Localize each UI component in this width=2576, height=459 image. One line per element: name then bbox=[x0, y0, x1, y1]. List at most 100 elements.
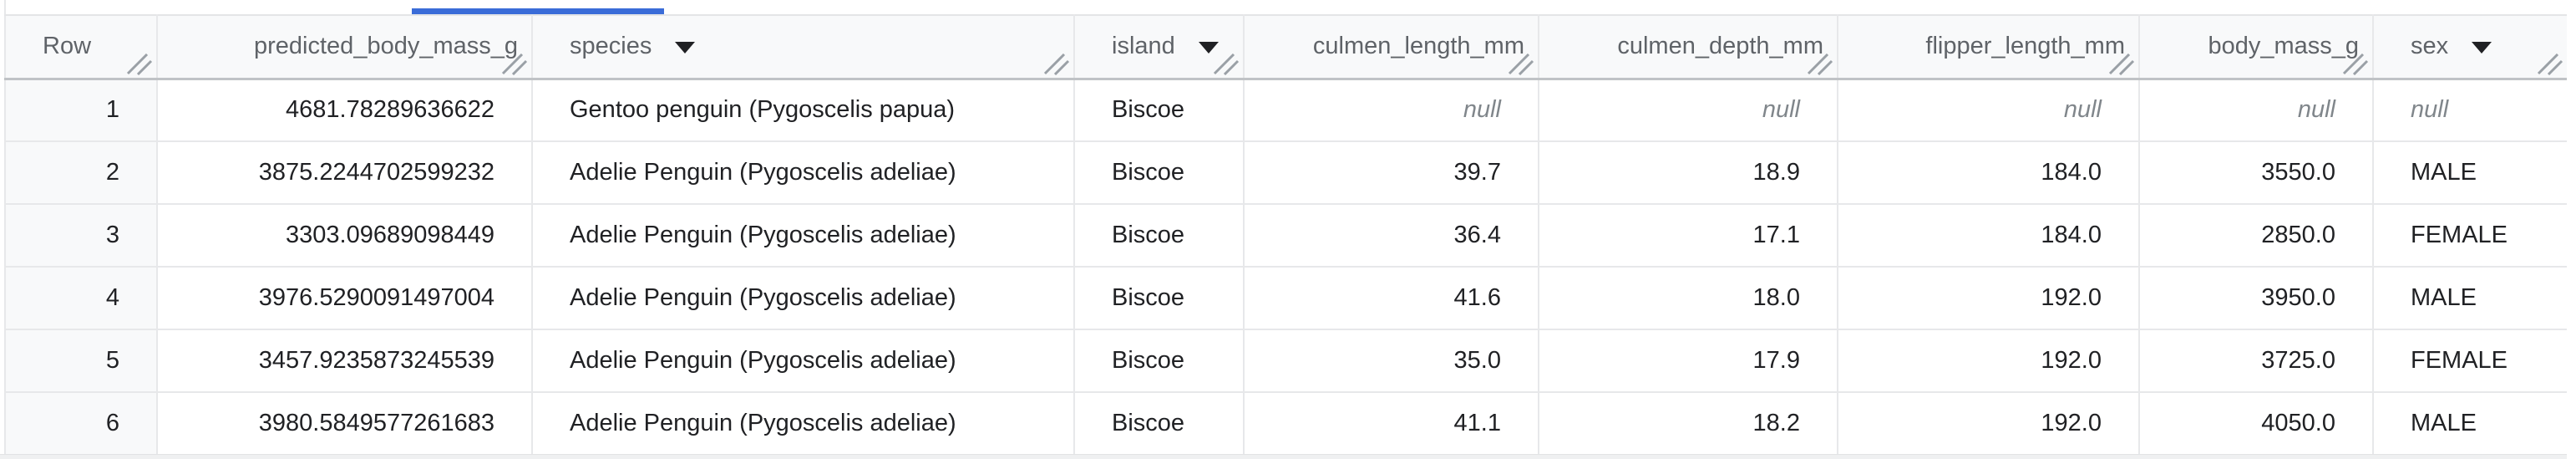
culmen-depth-mm-cell: 17.1 bbox=[1539, 204, 1838, 268]
row-number-cell: 5 bbox=[4, 329, 158, 393]
column-dropdown-icon[interactable] bbox=[1198, 41, 1219, 54]
island-cell: Biscoe bbox=[1074, 141, 1245, 205]
column-resize-handle[interactable] bbox=[1508, 53, 1534, 75]
predicted-body-mass-g-cell: 3303.09689098449 bbox=[157, 204, 533, 268]
table-row: 5 3457.9235873245539 Adelie Penguin (Pygos… bbox=[4, 329, 2568, 393]
column-resize-handle[interactable] bbox=[1807, 53, 1833, 75]
body-mass-g-cell: null bbox=[2139, 79, 2374, 142]
active-tab-underline bbox=[412, 8, 664, 14]
column-resize-handle[interactable] bbox=[1043, 53, 1070, 75]
column-label: body_mass_g bbox=[2208, 33, 2359, 60]
island-cell: Biscoe bbox=[1074, 204, 1245, 268]
row-number-cell: 3 bbox=[4, 204, 158, 268]
column-resize-handle[interactable] bbox=[501, 53, 528, 75]
species-cell: Adelie Penguin (Pygoscelis adeliae) bbox=[532, 392, 1075, 456]
predicted-body-mass-g-cell: 3875.2244702599232 bbox=[157, 141, 533, 205]
table-body: 1 4681.78289636622 Gentoo penguin (Pygosce… bbox=[4, 79, 2568, 456]
row-number-cell: 6 bbox=[4, 392, 158, 456]
species-cell: Adelie Penguin (Pygoscelis adeliae) bbox=[532, 329, 1075, 393]
species-cell: Adelie Penguin (Pygoscelis adeliae) bbox=[532, 204, 1075, 268]
island-cell: Biscoe bbox=[1074, 329, 1245, 393]
culmen-depth-mm-cell: 18.2 bbox=[1539, 392, 1838, 456]
sex-cell: null bbox=[2373, 79, 2568, 142]
row-number-cell: 1 bbox=[4, 79, 158, 142]
column-header-culmen-depth-mm[interactable]: culmen_depth_mm bbox=[1539, 14, 1838, 80]
island-cell: Biscoe bbox=[1074, 392, 1245, 456]
resize-icon bbox=[1508, 53, 1534, 75]
culmen-length-mm-cell: 36.4 bbox=[1244, 204, 1539, 268]
results-table: Row predicted_body_mass_g bbox=[4, 14, 2568, 456]
column-label: island bbox=[1112, 33, 1175, 60]
column-label: Row bbox=[43, 33, 92, 60]
column-label: species bbox=[570, 33, 652, 60]
resize-icon bbox=[126, 53, 153, 75]
resize-icon bbox=[2537, 53, 2563, 75]
sex-cell: MALE bbox=[2373, 141, 2568, 205]
column-header-body-mass-g[interactable]: body_mass_g bbox=[2139, 14, 2374, 80]
sex-cell: FEMALE bbox=[2373, 329, 2568, 393]
column-header-predicted-body-mass-g[interactable]: predicted_body_mass_g bbox=[157, 14, 533, 80]
column-header-sex[interactable]: sex bbox=[2373, 14, 2568, 80]
column-header-culmen-length-mm[interactable]: culmen_length_mm bbox=[1244, 14, 1539, 80]
culmen-length-mm-cell: 35.0 bbox=[1244, 329, 1539, 393]
column-label: culmen_length_mm bbox=[1312, 33, 1524, 60]
resize-icon bbox=[2342, 53, 2369, 75]
flipper-length-mm-cell: 184.0 bbox=[1838, 141, 2140, 205]
predicted-body-mass-g-cell: 3976.5290091497004 bbox=[157, 267, 533, 330]
column-header-row[interactable]: Row bbox=[4, 14, 158, 80]
flipper-length-mm-cell: 184.0 bbox=[1838, 204, 2140, 268]
culmen-length-mm-cell: null bbox=[1244, 79, 1539, 142]
species-cell: Adelie Penguin (Pygoscelis adeliae) bbox=[532, 267, 1075, 330]
flipper-length-mm-cell: 192.0 bbox=[1838, 392, 2140, 456]
culmen-length-mm-cell: 41.6 bbox=[1244, 267, 1539, 330]
culmen-depth-mm-cell: 18.9 bbox=[1539, 141, 1838, 205]
resize-icon bbox=[501, 53, 528, 75]
body-mass-g-cell: 2850.0 bbox=[2139, 204, 2374, 268]
column-resize-handle[interactable] bbox=[2108, 53, 2135, 75]
column-resize-handle[interactable] bbox=[1213, 53, 1240, 75]
header-row: Row predicted_body_mass_g bbox=[4, 14, 2568, 80]
table-row: 3 3303.09689098449 Adelie Penguin (Pygosce… bbox=[4, 204, 2568, 268]
column-resize-handle[interactable] bbox=[126, 53, 153, 75]
panel-left-border bbox=[4, 0, 6, 14]
predicted-body-mass-g-cell: 3457.9235873245539 bbox=[157, 329, 533, 393]
sex-cell: MALE bbox=[2373, 267, 2568, 330]
culmen-length-mm-cell: 39.7 bbox=[1244, 141, 1539, 205]
column-label: flipper_length_mm bbox=[1925, 33, 2125, 60]
column-header-species[interactable]: species bbox=[532, 14, 1075, 80]
bottom-strip bbox=[0, 454, 2576, 459]
resize-icon bbox=[2108, 53, 2135, 75]
body-mass-g-cell: 3950.0 bbox=[2139, 267, 2374, 330]
island-cell: Biscoe bbox=[1074, 79, 1245, 142]
table-row: 6 3980.5849577261683 Adelie Penguin (Pygos… bbox=[4, 392, 2568, 456]
body-mass-g-cell: 3725.0 bbox=[2139, 329, 2374, 393]
column-label: culmen_depth_mm bbox=[1617, 33, 1823, 60]
tab-strip bbox=[0, 0, 2576, 14]
sex-cell: FEMALE bbox=[2373, 204, 2568, 268]
flipper-length-mm-cell: 192.0 bbox=[1838, 267, 2140, 330]
column-header-island[interactable]: island bbox=[1074, 14, 1245, 80]
culmen-depth-mm-cell: 17.9 bbox=[1539, 329, 1838, 393]
column-dropdown-icon[interactable] bbox=[2472, 41, 2492, 54]
resize-icon bbox=[1043, 53, 1070, 75]
body-mass-g-cell: 3550.0 bbox=[2139, 141, 2374, 205]
species-cell: Adelie Penguin (Pygoscelis adeliae) bbox=[532, 141, 1075, 205]
predicted-body-mass-g-cell: 4681.78289636622 bbox=[157, 79, 533, 142]
column-header-flipper-length-mm[interactable]: flipper_length_mm bbox=[1838, 14, 2140, 80]
island-cell: Biscoe bbox=[1074, 267, 1245, 330]
column-dropdown-icon[interactable] bbox=[675, 41, 696, 54]
culmen-length-mm-cell: 41.1 bbox=[1244, 392, 1539, 456]
body-mass-g-cell: 4050.0 bbox=[2139, 392, 2374, 456]
column-label: sex bbox=[2411, 33, 2449, 60]
resize-icon bbox=[1213, 53, 1240, 75]
flipper-length-mm-cell: null bbox=[1838, 79, 2140, 142]
predicted-body-mass-g-cell: 3980.5849577261683 bbox=[157, 392, 533, 456]
column-label: predicted_body_mass_g bbox=[254, 33, 518, 60]
column-resize-handle[interactable] bbox=[2342, 53, 2369, 75]
right-gutter bbox=[2567, 0, 2576, 459]
row-number-cell: 2 bbox=[4, 141, 158, 205]
column-resize-handle[interactable] bbox=[2537, 53, 2563, 75]
table-row: 4 3976.5290091497004 Adelie Penguin (Pygos… bbox=[4, 267, 2568, 330]
species-cell: Gentoo penguin (Pygoscelis papua) bbox=[532, 79, 1075, 142]
